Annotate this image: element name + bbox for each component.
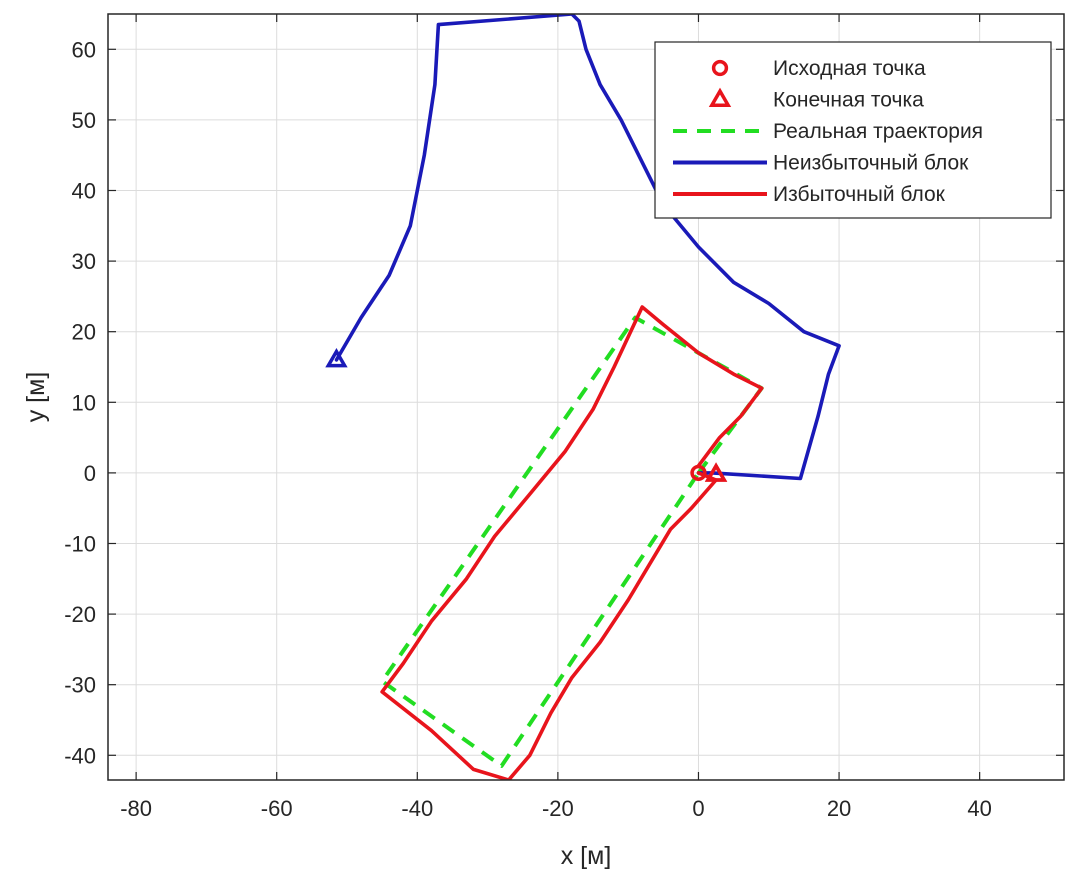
series-point [704,462,728,482]
y-tick-label: 30 [72,249,96,274]
y-tick-label: 50 [72,108,96,133]
series-layer [325,14,841,780]
legend-symbol [708,87,732,107]
y-tick-label: -30 [64,673,96,698]
x-tick-label: 40 [967,796,991,821]
legend-symbol [711,59,729,77]
y-tick-label: 40 [72,178,96,203]
y-tick-label: -40 [64,743,96,768]
x-tick-label: 0 [692,796,704,821]
legend: Исходная точка Конечная точка Реальная тра… [654,41,1052,219]
x-tick-label: -60 [261,796,293,821]
x-tick-label: -20 [542,796,574,821]
plot-frame [107,13,1065,781]
axis-ticks: -80 -60 -40 -20 0 20 40 -40 -30 -20 -10 0 10 20 30 40 50… [64,14,1064,821]
series-end-marker [325,348,348,368]
y-tick-label: 10 [72,390,96,415]
series-line [334,14,841,481]
x-tick-label: -80 [120,796,152,821]
y-tick-label: 20 [72,320,96,345]
legend-label: Конечная точка [773,89,924,112]
grid [108,14,1064,780]
y-tick-label: -20 [64,602,96,627]
y-tick-label: 0 [84,461,96,486]
legend-label: Неизбыточный блок [773,152,969,175]
series-group [325,14,841,780]
y-tick-label: 60 [72,37,96,62]
legend-label: Реальная траектория [773,120,983,143]
y-axis-label: y [м] [22,372,50,423]
series-point [690,464,707,482]
series-line [380,315,764,768]
x-axis-label: x [м] [561,842,612,869]
x-tick-label: 20 [827,796,851,821]
legend-label: Избыточный блок [773,183,946,206]
y-tick-label: -10 [64,531,96,556]
series-line [380,305,764,780]
legend-label: Исходная точка [773,57,926,80]
x-tick-label: -40 [401,796,433,821]
